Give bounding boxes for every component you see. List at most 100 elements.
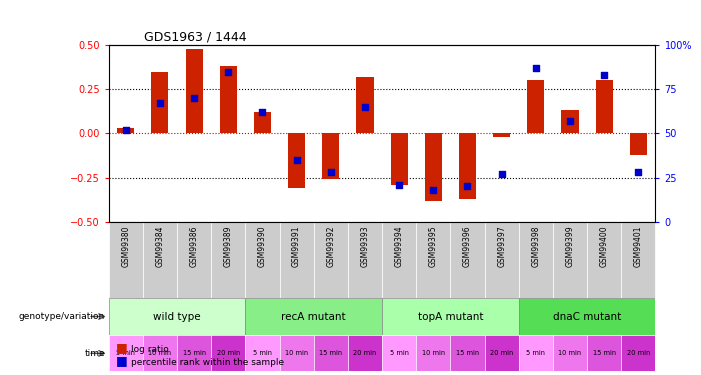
Point [530,65,541,71]
Bar [254,112,271,134]
Text: GSM99391: GSM99391 [292,226,301,267]
Bar [348,336,382,371]
Text: 5 min: 5 min [526,350,545,356]
Text: time: time [85,349,105,358]
Text: GSM99394: GSM99394 [395,226,404,267]
Bar [629,134,647,154]
Point [360,104,371,110]
Text: GSM99399: GSM99399 [566,226,575,267]
Text: 5 min: 5 min [390,350,409,356]
Text: 5 min: 5 min [253,350,272,356]
Bar [143,336,177,371]
Text: GSM99392: GSM99392 [326,226,335,267]
Bar [621,336,655,371]
Text: 20 min: 20 min [353,350,376,356]
Bar [211,222,245,298]
Bar [621,222,655,298]
Bar [484,336,519,371]
Text: 15 min: 15 min [319,350,342,356]
Text: GSM99389: GSM99389 [224,226,233,267]
Bar [245,298,382,336]
Bar [596,80,613,134]
Bar [280,336,314,371]
Bar [109,336,143,371]
Bar [484,222,519,298]
Point [633,169,644,175]
Bar [109,222,143,298]
Text: GSM99386: GSM99386 [189,226,198,267]
Bar [527,80,545,134]
Bar [553,222,587,298]
Bar [459,134,476,199]
Bar [177,336,211,371]
Bar [587,336,621,371]
Text: 15 min: 15 min [456,350,479,356]
Bar [382,336,416,371]
Bar [245,222,280,298]
Bar [109,298,245,336]
Bar [519,298,655,336]
Point [291,157,302,163]
Bar [519,336,553,371]
Text: GSM99380: GSM99380 [121,226,130,267]
Bar [322,134,339,179]
Bar [219,66,237,134]
Bar [382,298,519,336]
Point [120,127,131,133]
Text: 10 min: 10 min [422,350,445,356]
Bar [553,336,587,371]
Text: 15 min: 15 min [592,350,615,356]
Text: 20 min: 20 min [627,350,650,356]
Text: 20 min: 20 min [490,350,513,356]
Bar [186,48,203,134]
Bar [382,222,416,298]
Point [189,95,200,101]
Text: dnaC mutant: dnaC mutant [553,312,621,321]
Bar [117,128,135,133]
Bar [519,222,553,298]
Bar [143,222,177,298]
Point [462,183,473,189]
Text: GSM99397: GSM99397 [497,226,506,267]
Bar [587,222,621,298]
Text: topA mutant: topA mutant [418,312,483,321]
Text: GSM99384: GSM99384 [156,226,165,267]
Text: GSM99390: GSM99390 [258,226,267,267]
Bar [562,110,578,134]
Text: ■: ■ [116,341,128,354]
Text: 15 min: 15 min [182,350,205,356]
Text: GSM99393: GSM99393 [360,226,369,267]
Bar [211,336,245,371]
Point [325,169,336,175]
Text: GSM99396: GSM99396 [463,226,472,267]
Point [393,182,404,188]
Text: percentile rank within the sample: percentile rank within the sample [131,358,284,367]
Bar [288,134,305,188]
Text: GDS1963 / 1444: GDS1963 / 1444 [144,30,246,43]
Text: 10 min: 10 min [559,350,582,356]
Bar [425,134,442,201]
Bar [493,134,510,137]
Text: recA mutant: recA mutant [281,312,346,321]
Text: wild type: wild type [154,312,200,321]
Bar [416,222,451,298]
Text: ■: ■ [116,354,128,367]
Point [496,171,508,177]
Text: genotype/variation: genotype/variation [19,312,105,321]
Point [599,72,610,78]
Point [428,187,439,193]
Text: GSM99401: GSM99401 [634,226,643,267]
Bar [314,222,348,298]
Bar [356,77,374,134]
Bar [451,222,484,298]
Point [154,100,165,106]
Bar [177,222,211,298]
Bar [245,336,280,371]
Bar [451,336,484,371]
Point [223,69,234,75]
Text: 10 min: 10 min [285,350,308,356]
Bar [416,336,450,371]
Bar [280,222,314,298]
Text: log ratio: log ratio [131,345,169,354]
Text: GSM99400: GSM99400 [599,226,608,267]
